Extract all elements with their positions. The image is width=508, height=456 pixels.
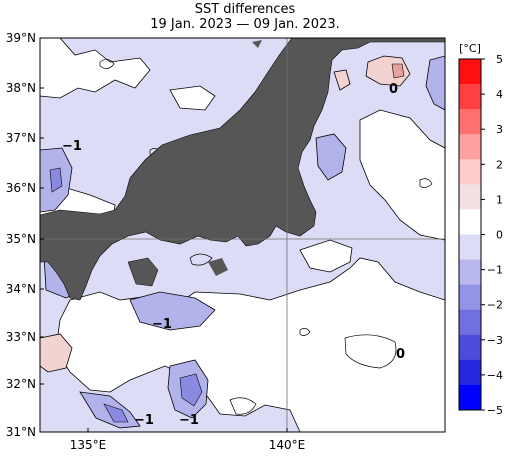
contour-label: −1	[152, 317, 172, 332]
lat-label: 31°N	[6, 425, 36, 439]
contour-label: −1	[62, 139, 82, 154]
date-range-subtitle: 19 Jan. 2023 — 09 Jan. 2023.	[150, 17, 340, 32]
lat-label: 37°N	[6, 131, 36, 145]
colorbar-tick-label: −4	[487, 369, 503, 382]
colorbar-tick-label: 5	[496, 53, 503, 66]
latitude-labels: 39°N 38°N 37°N 36°N 35°N 34°N 33°N 32°N …	[6, 31, 36, 439]
positive-core	[391, 63, 405, 79]
colorbar-tick-label: −3	[487, 334, 503, 347]
colorbar-tick-label: −5	[487, 404, 503, 417]
colorbar-cell	[459, 284, 481, 311]
colorbar-cell	[459, 384, 481, 411]
lat-label: 38°N	[6, 81, 36, 95]
colorbar-cell	[459, 109, 481, 135]
lat-label: 36°N	[6, 181, 36, 195]
colorbar-cell	[459, 59, 481, 85]
colorbar-cell	[459, 259, 481, 286]
colorbar-tick-label: 2	[496, 158, 503, 171]
map-title: SST differences	[194, 2, 296, 17]
axis-ticks	[40, 37, 288, 433]
colorbar-cell	[459, 134, 481, 160]
colorbar-cell	[459, 234, 481, 261]
contour-label: −1	[179, 413, 199, 428]
colorbar-tick-label: 4	[496, 88, 503, 101]
colorbar-tick-label: 3	[496, 123, 503, 136]
land-honshu	[40, 38, 445, 301]
contour-label: 0	[396, 347, 405, 362]
colorbar-cell	[459, 309, 481, 336]
lon-label: 140°E	[269, 438, 306, 452]
longitude-labels: 135°E 140°E	[70, 438, 306, 452]
colorbar-cell	[459, 84, 481, 110]
colorbar-cell	[459, 209, 481, 235]
contour-label: 0	[389, 82, 398, 97]
land-awaji	[127, 257, 159, 287]
colorbar-cell	[459, 184, 481, 210]
map-area: 0 −1 −1 0 −1 −1	[40, 38, 445, 432]
map-frame	[39, 37, 446, 433]
land-sado	[252, 40, 262, 48]
colorbar-cell	[459, 334, 481, 361]
colorbar: [°C] 5 4 3 2 1 0 −1 −2 −3 −4 −5	[458, 42, 503, 417]
graticule	[40, 38, 445, 432]
lat-label: 35°N	[6, 232, 36, 246]
colorbar-tick-label: −1	[487, 264, 503, 277]
positive-regions	[40, 55, 411, 373]
colorbar-tick-label: 0	[496, 229, 503, 242]
lon-label: 135°E	[70, 438, 107, 452]
colorbar-cell	[459, 159, 481, 185]
lat-label: 39°N	[6, 31, 36, 45]
lat-label: 32°N	[6, 377, 36, 391]
land-peninsula	[208, 258, 228, 276]
colorbar-tick-label: 1	[496, 193, 503, 206]
colorbar-cells	[459, 59, 481, 411]
colorbar-cell	[459, 359, 481, 386]
colorbar-unit: [°C]	[459, 42, 481, 55]
lat-label: 34°N	[6, 282, 36, 296]
lat-label: 33°N	[6, 330, 36, 344]
contour-labels: 0 −1 −1 0 −1 −1	[62, 82, 405, 428]
minus3-regions	[49, 167, 203, 423]
colorbar-ticks: 5 4 3 2 1 0 −1 −2 −3 −4 −5	[481, 53, 503, 417]
contour-label: −1	[134, 413, 154, 428]
colorbar-tick-label: −2	[487, 299, 503, 312]
